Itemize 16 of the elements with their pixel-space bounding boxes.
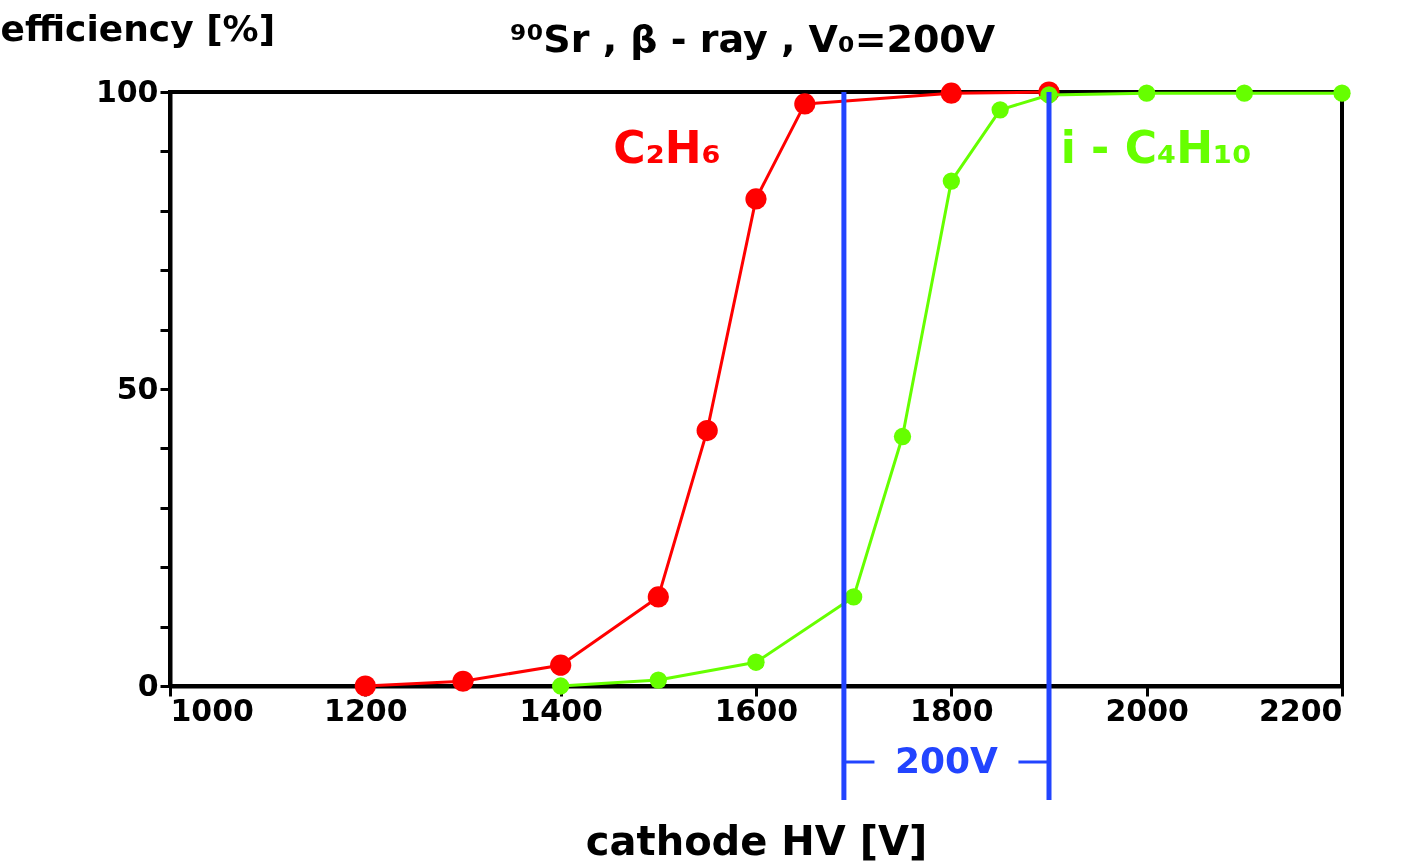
x-tick-label: 1800 bbox=[910, 692, 994, 728]
x-tick-label: 1600 bbox=[714, 692, 799, 728]
y-tick-label: 100 bbox=[95, 73, 159, 109]
y-axis-title: efficiency [%] bbox=[0, 7, 276, 49]
series-label: C₂H₆ bbox=[613, 122, 721, 174]
y-tick-label: 50 bbox=[116, 370, 159, 406]
x-tick-label: 2000 bbox=[1105, 692, 1189, 728]
x-tick-label: 1200 bbox=[324, 692, 408, 728]
x-tick-label: 1000 bbox=[170, 692, 254, 728]
text: 200V bbox=[894, 740, 999, 781]
series-label: i - C₄H₁₀ bbox=[1060, 122, 1252, 174]
y-tick-label: 0 bbox=[137, 667, 159, 703]
x-axis-title: cathode HV [V] bbox=[585, 817, 928, 864]
x-tick-label: 1400 bbox=[519, 692, 603, 728]
chart-title: ⁹⁰Sr , β - ray , V₀=200V bbox=[510, 17, 996, 61]
x-tick-label: 2200 bbox=[1259, 692, 1343, 728]
